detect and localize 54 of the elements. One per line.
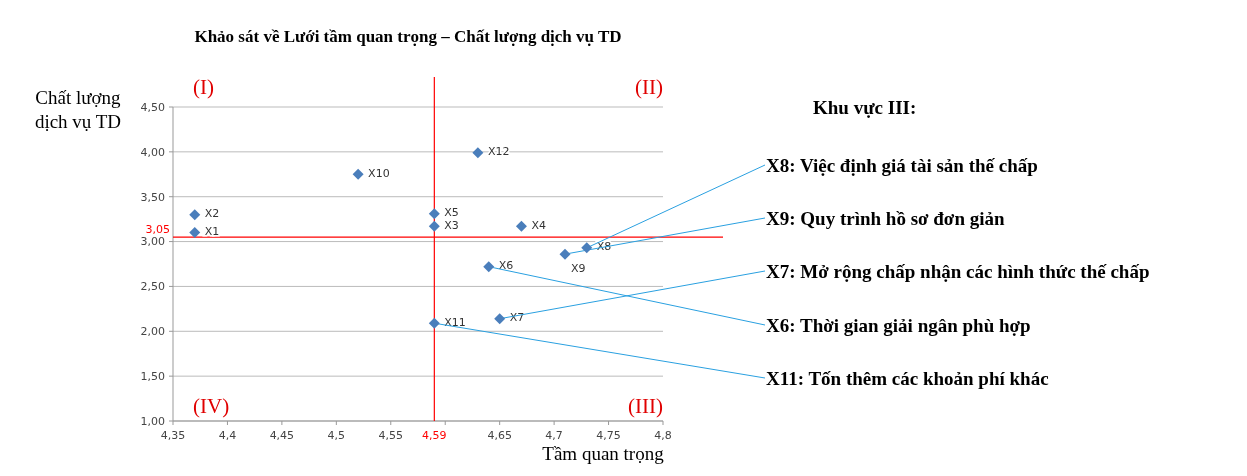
annotation: X2 [204,207,220,221]
x-tick-label: 4,35 [160,429,186,442]
y-tick-label: 1,00 [140,414,165,428]
x-axis-title: Tầm quan trọng [542,443,665,464]
y-axis-title: Chất lượng dịch vụ TD [34,87,122,132]
x-tick-label: 4,45 [269,429,295,442]
y-tick-label: 2,50 [140,280,165,294]
annotation: X4 [531,218,546,232]
x-tick-label: 4,7 [545,429,563,442]
y-tick-label: 3,00 [140,235,165,249]
annotation: X6: Thời gian giải ngân phù hợp [766,314,1031,336]
point [352,168,364,180]
annotation: X1 [204,225,220,238]
annotation: X7: Mở rộng chấp nhận các hình thức thế chấp [766,260,1150,282]
point [472,147,484,159]
y-tick-label: 1,50 [140,369,165,383]
chart-title: Khảo sát về Lưới tầm quan trọng – Chất lượng dịch vụ TD [194,27,622,46]
point [428,208,440,220]
x-tick-label: 4,5 [327,429,346,442]
y-tick-label: 4,50 [140,100,165,114]
y-tick-label: 3,50 [140,190,165,204]
text: (II) [635,75,663,99]
text: Khu vực III: [813,97,917,118]
annotation: (IV) [193,394,230,418]
annotation: X8: Việc định giá tài sản thế chấp [766,154,1038,176]
point [428,220,440,232]
x-tick-label: 4,55 [378,429,404,442]
annotation: (III) [628,394,663,418]
annotation: X6 [498,259,514,273]
point [559,248,571,260]
point [428,317,440,329]
point [189,209,201,221]
annotation: X10 [368,166,390,180]
annotation: X11: Tốn thêm các khoản phí khác [766,367,1049,389]
point [483,261,495,273]
annotation: X12 [487,145,510,159]
text: (I) [193,75,214,99]
x-tick-label: 4,75 [596,429,621,442]
ref-line-label: 3,05 [145,223,170,237]
x-tick-label: 4,4 [218,429,237,442]
point [494,313,506,325]
point [515,220,527,232]
point [189,227,201,239]
annotation: X9 [571,261,586,275]
y-tick-label: 2,00 [140,325,165,339]
annotation: X3 [444,218,459,232]
annotation: X11 [444,315,466,329]
ref-line-label: 4,59 [422,429,447,442]
y-tick-label: 4,00 [140,145,165,159]
annotation: X9: Quy trình hồ sơ đơn giản [766,207,1005,229]
x-tick-label: 4,65 [487,429,512,442]
annotation: X5 [444,206,459,220]
point [581,242,593,254]
x-tick-label: 4,8 [654,429,672,442]
